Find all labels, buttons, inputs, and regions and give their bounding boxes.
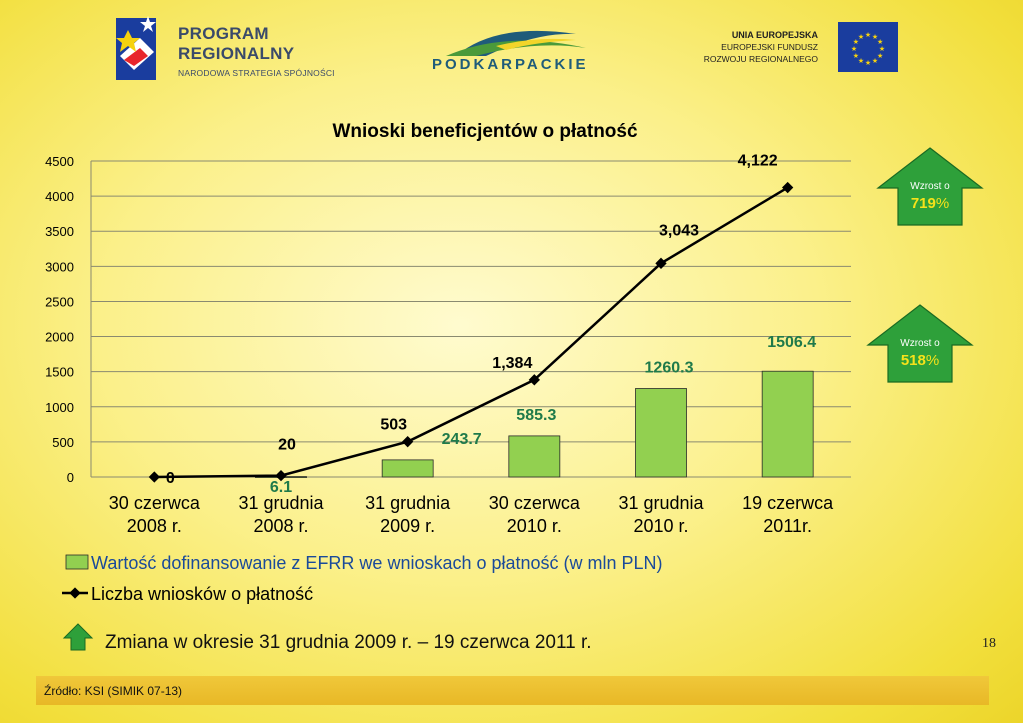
eu-star: ★	[853, 38, 859, 46]
eu-star: ★	[865, 59, 871, 67]
series-line	[154, 186, 789, 479]
eu-line3: ROZWOJU REGIONALNEGO	[703, 54, 818, 64]
eu-star: ★	[872, 33, 878, 41]
eu-star: ★	[858, 33, 864, 41]
page-number: 18	[982, 636, 996, 651]
program-regionalny-logo: PROGRAM REGIONALNY NARODOWA STRATEGIA SP…	[114, 12, 354, 84]
line-value-label: 3,043	[659, 222, 699, 239]
eu-star: ★	[877, 52, 883, 60]
line-point	[782, 181, 794, 194]
source-text: Źródło: KSI (SIMIK 07-13)	[44, 684, 183, 698]
y-axis-ticks: 0 500 1000 1500 2000 2500 3000 3500 4000 4500	[45, 154, 74, 485]
growth-badge: Wzrost o 719%	[876, 147, 984, 226]
y-tick-label: 500	[52, 435, 74, 450]
hills-icon	[446, 30, 586, 56]
podkarpackie-logo: PODKARPACKIE	[426, 22, 596, 78]
growth-badges: Wzrost o 719% Wzrost o 518%	[866, 147, 984, 383]
program-title: PROGRAM REGIONALNY	[178, 24, 294, 64]
line-value-label: 20	[278, 437, 296, 454]
eu-star: ★	[872, 57, 878, 65]
eu-stars-icon: ★★★★★★★★★ ★ ★★	[851, 31, 885, 67]
line-point	[655, 257, 667, 269]
change-note-text: Zmiana w okresie 31 grudnia 2009 r. – 19…	[105, 632, 592, 653]
y-tick-label: 0	[67, 470, 74, 485]
change-arrow-icon	[62, 623, 94, 651]
y-tick-label: 4500	[45, 154, 74, 169]
legend-bar-swatch	[65, 554, 89, 570]
program-subtitle: NARODOWA STRATEGIA SPÓJNOŚCI	[178, 68, 335, 78]
eu-star: ★	[851, 45, 857, 53]
line-point	[402, 436, 414, 448]
legend: Wartość dofinansowanie z EFRR we wnioska…	[62, 553, 663, 604]
bar-value-label: 6.1	[270, 479, 292, 496]
line-point	[275, 469, 287, 482]
eu-line2: EUROPEJSKI FUNDUSZ	[721, 42, 818, 52]
badge-value: 518%	[901, 352, 939, 369]
eu-star: ★	[877, 38, 883, 46]
bar-labels: 6.1 243.7 585.3 1260.3 1506.4	[270, 334, 816, 496]
badge-label: Wzrost o	[910, 181, 950, 192]
legend-bar-label: Wartość dofinansowanie z EFRR we wnioska…	[91, 553, 663, 573]
eu-text: UNIA EUROPEJSKA EUROPEJSKI FUNDUSZ ROZWO…	[704, 29, 818, 65]
eu-flag-icon: ★ ★ ★ ★ ★ ★ ★ ★ ★ ★ ★ ★	[838, 22, 898, 72]
line-series	[148, 181, 794, 483]
eu-star: ★	[858, 57, 864, 65]
x-tick-label: 31 grudnia 2009 r.	[365, 493, 451, 536]
up-arrow-icon	[866, 304, 974, 383]
x-tick-label: 31 grudnia 2008 r.	[238, 493, 324, 536]
bar-value-label: 585.3	[516, 407, 556, 424]
bar-value-label: 243.7	[442, 431, 482, 448]
line-value-label: 0	[166, 470, 175, 487]
bar-value-label: 1506.4	[767, 334, 816, 351]
legend-line-label: Liczba wniosków o płatność	[91, 584, 313, 604]
x-axis-ticks: 30 czerwca 2008 r. 31 grudnia 2008 r. 31 gru…	[109, 493, 834, 536]
y-tick-label: 4000	[45, 189, 74, 204]
badge-label: Wzrost o	[900, 338, 940, 349]
chart-grid	[90, 160, 851, 478]
line-value-label: 503	[380, 417, 407, 434]
badge-value: 719%	[911, 195, 949, 212]
bar-series	[255, 370, 814, 478]
chart-title: Wnioski beneficjentów o płatność	[332, 121, 638, 142]
y-tick-label: 1000	[45, 400, 74, 415]
y-tick-label: 3500	[45, 224, 74, 239]
bar	[508, 435, 561, 478]
eu-star: ★	[853, 52, 859, 60]
line-value-label: 1,384	[492, 355, 532, 372]
source-bar: Źródło: KSI (SIMIK 07-13)	[36, 676, 989, 705]
bar	[381, 459, 434, 478]
eu-star: ★	[879, 45, 885, 53]
bar	[635, 388, 687, 478]
line-point	[528, 374, 540, 386]
growth-badge: Wzrost o 518%	[866, 304, 974, 383]
y-tick-label: 3000	[45, 259, 74, 274]
eu-line1: UNIA EUROPEJSKA	[731, 30, 818, 40]
up-arrow-icon	[876, 147, 984, 226]
y-tick-label: 1500	[45, 365, 74, 380]
podkarpackie-text: PODKARPACKIE	[432, 56, 589, 73]
program-line1: PROGRAM	[178, 24, 269, 43]
bar-value-label: 1260.3	[645, 359, 694, 376]
program-line2: REGIONALNY	[178, 44, 295, 63]
x-tick-label: 30 czerwca 2008 r.	[109, 493, 201, 536]
x-tick-label: 31 grudnia 2010 r.	[618, 493, 704, 536]
legend-line-marker	[69, 587, 81, 599]
line-point	[148, 471, 160, 483]
bar	[761, 370, 814, 478]
x-tick-label: 30 czerwca 2010 r.	[489, 493, 581, 536]
x-tick-label: 19 czerwca 2011r.	[742, 493, 834, 536]
y-tick-label: 2500	[45, 294, 74, 309]
y-tick-label: 2000	[45, 330, 74, 345]
line-value-label: 4,122	[738, 153, 778, 170]
eu-star: ★	[865, 31, 871, 39]
line-labels: 0 20 503 1,384 3,043 4,122	[166, 153, 778, 487]
program-flag-icon	[116, 16, 156, 80]
